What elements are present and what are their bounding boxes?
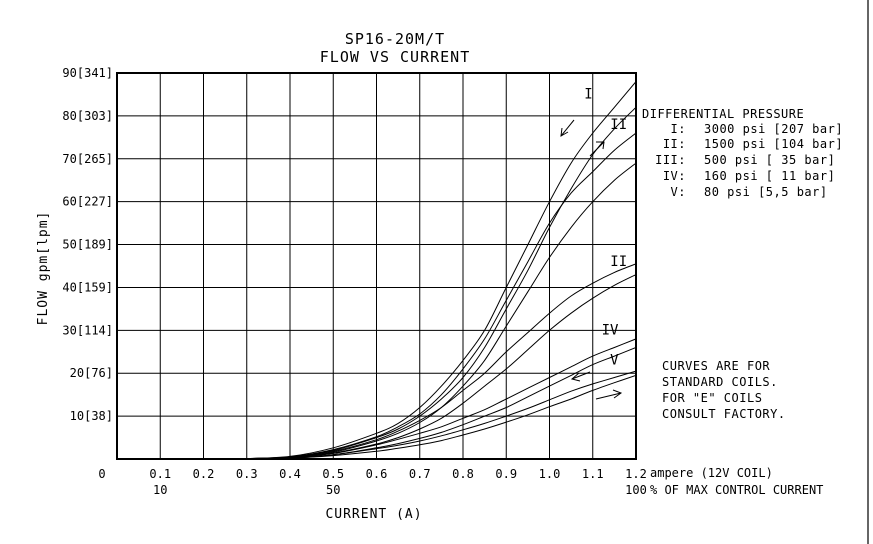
curve-label: II <box>610 254 627 270</box>
y-axis-label: FLOW gpm[lpm] <box>36 211 51 326</box>
series-line-I <box>203 106 637 460</box>
y-tick-label: 50[189] <box>62 238 113 252</box>
legend-value: 500 psi [ 35 bar] <box>704 153 835 167</box>
x-axis-label: CURRENT (A) <box>325 507 422 522</box>
x-tick-label: 0.9 <box>495 467 517 481</box>
note-line: CURVES ARE FOR <box>662 359 770 373</box>
legend-value: 160 psi [ 11 bar] <box>704 169 835 183</box>
legend-key: III: <box>655 153 686 167</box>
series-line-II <box>203 132 637 460</box>
curve-label: II <box>610 117 627 133</box>
legend-value: 80 psi [5,5 bar] <box>704 185 828 199</box>
arrow-right-icon <box>595 389 623 400</box>
x-tick-label: 0.5 <box>322 467 344 481</box>
x-tick-label: 1.2 <box>625 467 647 481</box>
chart-title: SP16-20M/T <box>345 30 445 48</box>
chart-subtitle: FLOW VS CURRENT <box>320 48 470 66</box>
series-line-III <box>203 263 637 460</box>
x-axis-secondary-unit-label: % OF MAX CONTROL CURRENT <box>650 483 823 497</box>
series-line-I <box>203 81 637 460</box>
legend-key: V: <box>671 185 686 199</box>
x-tick-label: 0.6 <box>366 467 388 481</box>
grid <box>117 73 636 459</box>
series-group <box>203 81 637 460</box>
note-line: STANDARD COILS. <box>662 375 778 389</box>
x-tick-label: 0.3 <box>236 467 258 481</box>
y-tick-label: 90[341] <box>62 66 113 80</box>
curve-label: V <box>610 353 619 369</box>
curve-label: IV <box>602 323 619 339</box>
x-tick-label: 1.1 <box>582 467 604 481</box>
x-secondary-tick-label: 100 <box>625 483 647 497</box>
legend-key: II: <box>663 137 686 151</box>
x-secondary-tick-label: 50 <box>326 483 340 497</box>
x-axis-ticks: 0 0.1 0.2 0.3 0.4 0.5 0.6 0.7 0.8 0.9 1.0 1.1 1.2 <box>98 467 646 481</box>
x-axis-unit-label: ampere (12V COIL) <box>650 466 773 480</box>
x-tick-label: 0.1 <box>149 467 171 481</box>
y-axis-ticks: 10[38] 20[76] 30[114] 40[159] 50[189] 60[227]… <box>62 66 113 423</box>
y-tick-label: 40[159] <box>62 280 113 294</box>
legend-key: IV: <box>663 169 686 183</box>
y-tick-label: 20[76] <box>70 366 113 380</box>
note-line: CONSULT FACTORY. <box>662 407 786 421</box>
note-line: FOR "E" COILS <box>662 391 762 405</box>
legend-title: DIFFERENTIAL PRESSURE <box>642 107 804 121</box>
y-tick-label: 30[114] <box>62 323 113 337</box>
legend-key: I: <box>671 122 686 136</box>
x-axis-secondary-ticks: 10 50 100 <box>153 483 647 497</box>
x-tick-label: 0 <box>98 467 105 481</box>
arrow-down-left-icon <box>560 119 575 137</box>
x-tick-label: 0.7 <box>409 467 431 481</box>
arrow-down-left-icon <box>570 371 591 382</box>
plot-frame <box>116 72 637 460</box>
legend-value: 1500 psi [104 bar] <box>704 137 843 151</box>
series-line-V <box>203 370 637 460</box>
arrow-up-right-icon <box>589 141 605 157</box>
curve-label: I <box>584 87 592 103</box>
series-line-IV <box>203 338 637 460</box>
y-tick-label: 80[303] <box>62 109 113 123</box>
y-tick-label: 10[38] <box>70 409 113 423</box>
series-line-II <box>203 162 637 460</box>
coil-note: CURVES ARE FOR STANDARD COILS. FOR "E" C… <box>662 359 786 421</box>
x-tick-label: 1.0 <box>539 467 561 481</box>
y-tick-label: 70[265] <box>62 152 113 166</box>
x-tick-label: 0.8 <box>452 467 474 481</box>
x-tick-label: 0.4 <box>279 467 301 481</box>
legend: DIFFERENTIAL PRESSURE I: 3000 psi [207 b… <box>642 107 843 199</box>
y-tick-label: 60[227] <box>62 195 113 209</box>
legend-value: 3000 psi [207 bar] <box>704 122 843 136</box>
x-tick-label: 0.2 <box>193 467 215 481</box>
x-secondary-tick-label: 10 <box>153 483 167 497</box>
series-line-V <box>203 374 637 460</box>
hysteresis-arrows <box>560 119 623 400</box>
